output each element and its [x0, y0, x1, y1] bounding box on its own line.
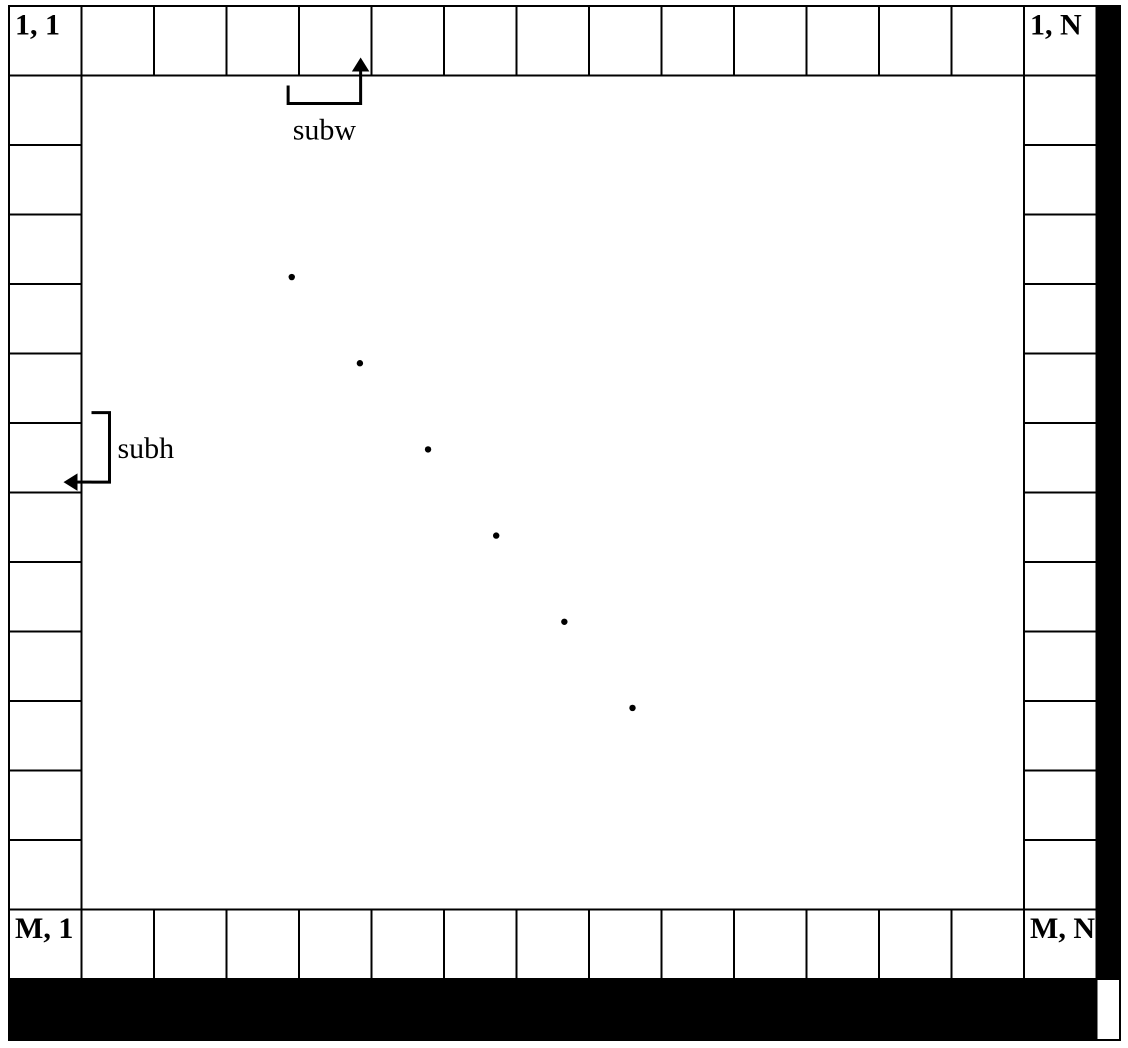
grid-diagram: 1, 1 1, N M, 1 M, N subw subh [0, 0, 1128, 1048]
right-overflow-band [1097, 6, 1121, 979]
label-bottom-left: M, 1 [15, 912, 73, 945]
subh-label: subh [118, 432, 175, 465]
diagonal-dot [289, 274, 295, 280]
corner-remainder-cell [1097, 979, 1121, 1040]
diagram-container: 1, 1 1, N M, 1 M, N subw subh [0, 0, 1128, 1048]
diagonal-dot [357, 360, 363, 366]
diagonal-dot [425, 446, 431, 452]
diagonal-dot [629, 705, 635, 711]
diagonal-dot [493, 532, 499, 538]
diagonal-dot [561, 619, 567, 625]
bottom-overflow-band [9, 979, 1097, 1040]
label-top-left: 1, 1 [15, 9, 60, 42]
subw-label: subw [293, 114, 357, 147]
label-top-right: 1, N [1030, 9, 1082, 42]
label-bottom-right: M, N [1030, 912, 1095, 945]
